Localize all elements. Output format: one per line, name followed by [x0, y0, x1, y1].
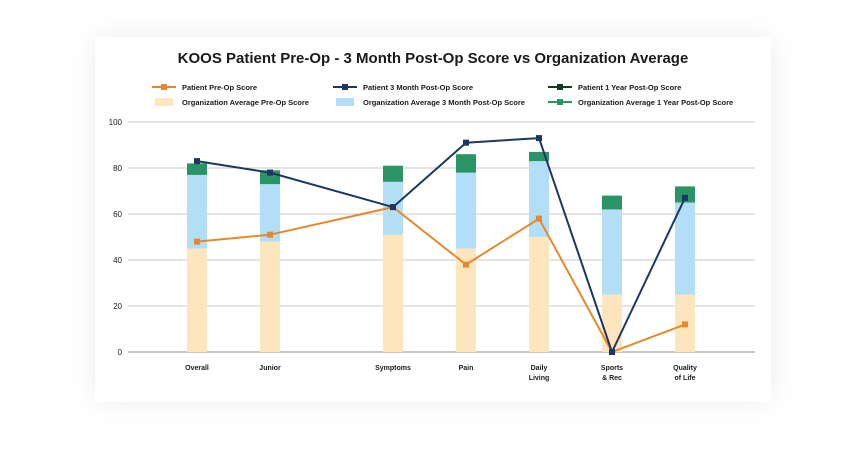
legend-swatch-patient-pre-op — [152, 81, 176, 93]
x-tick-label-line: Living — [529, 375, 550, 382]
x-tick-label-3: Pain — [459, 365, 474, 372]
point-1-5 — [609, 349, 615, 355]
point-0-0 — [194, 238, 200, 245]
legend-label-org-pre-op: Organization Average Pre-Op Score — [182, 97, 309, 107]
legend-marker-patient-3-month — [342, 84, 348, 90]
point-1-1 — [267, 169, 273, 176]
x-tick-label-line: Quality — [673, 365, 697, 372]
x-tick-label-line: Pain — [459, 365, 474, 372]
legend-label-patient-3-month: Patient 3 Month Post-Op Score — [363, 82, 474, 92]
bar-0-5 — [602, 294, 622, 352]
point-1-6 — [682, 194, 688, 201]
bar-0-0 — [187, 248, 207, 352]
x-tick-label-line: & Rec — [602, 375, 622, 382]
bar-0-1 — [260, 241, 280, 352]
legend-item-patient-3-month: Patient 3 Month Post-Op Score — [333, 81, 473, 93]
point-0-1 — [267, 231, 273, 238]
x-tick-label-1: Junior — [259, 365, 281, 372]
y-tick-label-60: 60 — [113, 210, 122, 219]
legend-swatch-patient-1-year — [548, 81, 572, 93]
y-tick-label-20: 20 — [113, 302, 122, 311]
bar-0-3 — [456, 248, 476, 352]
legend-marker-patient-1-year — [557, 84, 563, 90]
point-0-3 — [463, 261, 469, 268]
x-tick-label-line: Symptoms — [375, 365, 411, 372]
bar-0-2 — [383, 234, 403, 352]
x-tick-label-6: Quality of Life — [673, 365, 697, 382]
chart-card — [95, 37, 771, 402]
point-1-3 — [463, 139, 469, 146]
x-tick-label-2: Symptoms — [375, 365, 411, 372]
x-tick-label-line: Junior — [259, 365, 281, 372]
x-tick-label-0: Overall — [185, 365, 209, 372]
legend-label-patient-pre-op: Patient Pre-Op Score — [182, 82, 258, 92]
point-1-4 — [536, 135, 542, 142]
x-tick-label-line: Overall — [185, 365, 209, 372]
legend-item-patient-1-year: Patient 1 Year Post-Op Score — [548, 81, 681, 93]
point-1-0 — [194, 158, 200, 165]
bar-0-4 — [529, 237, 549, 352]
y-tick-label-40: 40 — [113, 256, 122, 265]
legend-item-org-3-month: Organization Average 3 Month Post-Op Sco… — [333, 96, 525, 108]
legend-label-org-1-year: Organization Average 1 Year Post-Op Scor… — [578, 97, 734, 107]
legend-swatch-org-pre-op — [152, 96, 176, 108]
x-tick-label-line: Sports — [601, 365, 623, 372]
y-tick-label-100: 100 — [109, 118, 123, 127]
point-0-6 — [682, 321, 688, 328]
x-tick-label-4: Daily Living — [529, 365, 550, 382]
y-tick-label-80: 80 — [113, 164, 122, 173]
legend-swatch-org-1-year — [548, 96, 572, 108]
x-tick-label-line: of Life — [675, 375, 696, 382]
legend-swatch-patient-3-month — [333, 81, 357, 93]
legend-bar-org-pre-op — [155, 98, 173, 106]
legend-marker-patient-pre-op — [161, 84, 167, 90]
legend-label-org-3-month: Organization Average 3 Month Post-Op Sco… — [363, 97, 525, 107]
point-0-4 — [536, 215, 542, 222]
legend-item-patient-pre-op: Patient Pre-Op Score — [152, 81, 257, 93]
legend-label-patient-1-year: Patient 1 Year Post-Op Score — [578, 82, 682, 92]
legend-item-org-pre-op: Organization Average Pre-Op Score — [152, 96, 309, 108]
chart-title: KOOS Patient Pre-Op - 3 Month Post-Op Sc… — [177, 50, 689, 67]
x-tick-label-line: Daily — [531, 365, 548, 372]
legend-swatch-org-3-month — [333, 96, 357, 108]
legend-item-org-1-year: Organization Average 1 Year Post-Op Scor… — [548, 96, 733, 108]
legend-marker-org-1-year — [557, 99, 563, 105]
legend-bar-org-3-month — [336, 98, 354, 106]
point-1-2 — [390, 204, 396, 211]
x-tick-label-5: Sports & Rec — [601, 365, 623, 382]
y-tick-label-0: 0 — [118, 348, 123, 357]
